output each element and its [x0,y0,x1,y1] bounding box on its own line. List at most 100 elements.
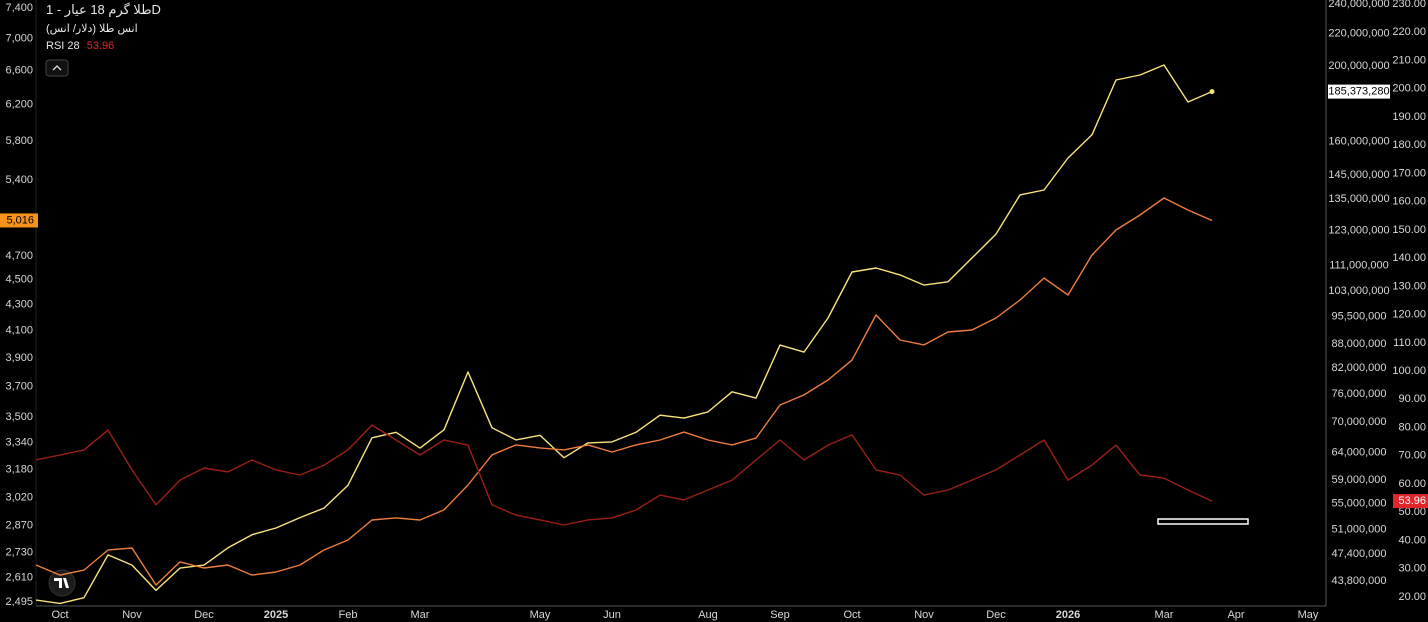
y-tick-label: 200,000,000 [1328,60,1389,72]
y-tick-label: 220.00 [1392,26,1426,38]
x-tick-label: Nov [122,609,142,621]
y-tick-label: 3,700 [5,381,33,393]
y-tick-label: 150.00 [1392,224,1426,236]
y-tick-label: 4,500 [5,274,33,286]
y-tick-label: 43,800,000 [1331,575,1386,587]
y-tick-label: 2,870 [5,519,33,531]
legend-label: RSI 28 [46,40,80,52]
y-tick-label: 130.00 [1392,280,1426,292]
y-tick-label: 6,200 [5,99,33,111]
y-tick-label: 50.00 [1398,506,1426,518]
y-tick-label: 40.00 [1398,534,1426,546]
y-tick-label: 123,000,000 [1328,225,1389,237]
y-tick-label: 103,000,000 [1328,285,1389,297]
collapse-button[interactable] [45,59,69,77]
price-tag [1328,84,1390,99]
y-tick-label: 20.00 [1398,591,1426,603]
x-tick-label: 2026 [1056,609,1080,621]
x-tick-label: May [530,609,551,621]
y-tick-label: 110.00 [1393,337,1426,349]
legend-entry: RSI 28 53.96 [46,40,114,52]
plot [36,64,1213,605]
y-tick-label: 4,100 [5,325,33,337]
price-tag-label: 185,373,280 [1328,86,1389,98]
y-tick-label: 70.00 [1398,450,1426,462]
y-tick-label: 6,600 [5,64,33,76]
x-tick-label: Jun [603,609,621,621]
last-point [1209,89,1215,95]
y-tick-label: 95,500,000 [1331,310,1386,322]
y-tick-label: 111,000,000 [1329,259,1389,271]
y-tick-label: 240,000,000 [1328,0,1389,10]
y-tick-label: 51,000,000 [1331,523,1386,535]
y-tick-label: 2,610 [5,571,33,583]
y-tick-label: 7,400 [5,2,33,14]
x-tick-label: Feb [339,609,358,621]
y-tick-label: 30.00 [1398,563,1426,575]
y-tick-label: 60.00 [1398,478,1426,490]
x-tick-label: Apr [1227,609,1244,621]
y-tick-label: 100.00 [1392,365,1426,377]
y-tick-label: 4,700 [5,250,33,262]
y-tick-label: 160.00 [1392,196,1426,208]
y-tick-label: 230.00 [1392,0,1426,10]
legend-title: طلا گرم 18 عیار - 1D [46,2,161,17]
y-tick-label: 80.00 [1398,421,1426,433]
y-tick-label: 59,000,000 [1331,474,1386,486]
x-tick-label: Mar [1155,609,1174,621]
y-tick-label: 5,400 [5,174,33,186]
y-tick-label: 88,000,000 [1331,338,1386,350]
y-tick-label: 180.00 [1392,139,1426,151]
x-tick-label: Sep [770,609,790,621]
y-tick-label: 2,495 [5,596,33,608]
y-tick-label: 90.00 [1398,393,1426,405]
x-tick-label: 2025 [264,609,288,621]
y-tick-label: 76,000,000 [1331,388,1386,400]
price-tag [1393,494,1428,509]
y-tick-label: 5,800 [5,135,33,147]
y-tick-label: 3,340 [5,437,33,449]
y-tick-label: 55,000,000 [1331,498,1386,510]
y-tick-label: 120.00 [1392,309,1426,321]
collapse-icon [52,65,62,71]
x-tick-label: Oct [843,609,860,621]
x-tick-label: Dec [194,609,214,621]
y-tick-label: 3,020 [5,492,33,504]
y-tick-label: 190.00 [1392,111,1426,123]
y-tick-label: 70,000,000 [1331,416,1386,428]
y-tick-label: 140.00 [1392,252,1426,264]
y-tick-label: 82,000,000 [1331,362,1386,374]
y-tick-label: 4,300 [5,299,33,311]
y-tick-label: 220,000,000 [1328,27,1389,39]
y-tick-label: 145,000,000 [1328,169,1389,181]
drawing-rectangle[interactable] [1157,518,1249,525]
series-line [36,197,1213,586]
price-tag-label: 53.96 [1398,495,1426,507]
x-tick-label: May [1298,609,1319,621]
y-tick-label: 47,400,000 [1331,548,1386,560]
y-tick-label: 135,000,000 [1328,193,1389,205]
logo-mark [54,578,69,588]
legend-entry: انس طلا (دلار/ انس) [46,23,138,35]
y-tick-label: 200.00 [1392,83,1426,95]
y-tick-label: 3,180 [5,463,33,475]
y-tick-label: 160,000,000 [1328,135,1389,147]
y-tick-label: 64,000,000 [1331,446,1386,458]
legend-value: 53.96 [86,40,115,52]
y-tick-label: 2,730 [5,547,33,559]
y-tick-label: 3,900 [5,352,33,364]
series-line [36,64,1213,605]
x-tick-label: Mar [411,609,430,621]
price-tag-label: 5,016 [6,214,34,226]
y-tick-label: 3,500 [5,411,33,423]
y-tick-label: 170.00 [1392,167,1426,179]
series-line [36,424,1213,526]
y-tick-label: 210.00 [1392,54,1426,66]
x-tick-label: Dec [986,609,1006,621]
x-tick-label: Oct [51,609,68,621]
x-tick-label: Aug [698,609,718,621]
price-tag [0,213,38,228]
y-tick-label: 7,000 [5,32,33,44]
